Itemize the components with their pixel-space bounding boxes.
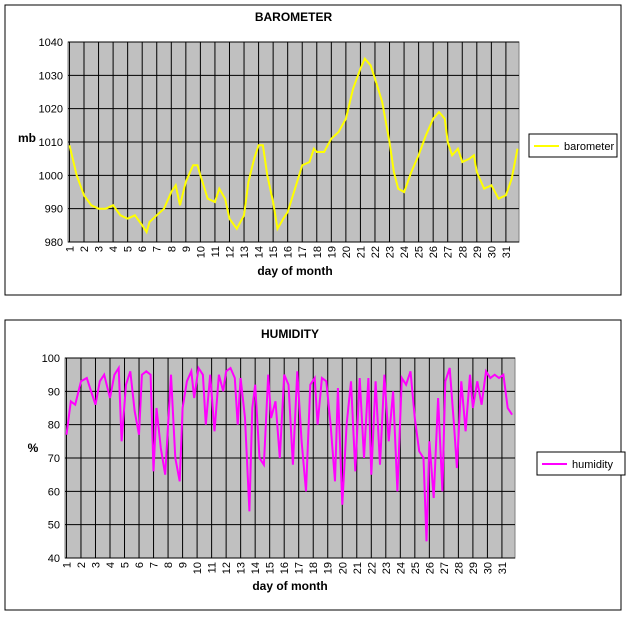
x-tick-label: 12 <box>221 562 233 574</box>
x-tick-label: 17 <box>297 246 309 258</box>
x-tick-label: 24 <box>395 562 407 574</box>
y-tick-label: 80 <box>48 420 60 432</box>
x-tick-label: 27 <box>443 246 455 258</box>
x-tick-label: 28 <box>457 246 469 258</box>
x-tick-label: 21 <box>355 246 367 258</box>
x-tick-label: 31 <box>497 562 509 574</box>
x-tick-label: 8 <box>163 562 175 568</box>
x-axis-label: day of month <box>257 264 332 278</box>
x-tick-label: 13 <box>239 246 251 258</box>
x-tick-label: 14 <box>250 562 262 574</box>
x-tick-label: 26 <box>428 246 440 258</box>
x-tick-label: 6 <box>137 246 149 252</box>
x-tick-label: 28 <box>453 562 465 574</box>
x-tick-label: 18 <box>312 246 324 258</box>
x-tick-label: 1 <box>61 562 73 568</box>
x-tick-label: 11 <box>210 246 222 257</box>
x-tick-label: 3 <box>94 246 106 252</box>
x-tick-label: 19 <box>323 562 335 574</box>
y-tick-label: 70 <box>48 453 60 465</box>
x-axis-label: day of month <box>252 579 327 593</box>
x-tick-label: 14 <box>254 246 266 258</box>
y-tick-label: 90 <box>48 386 60 398</box>
y-tick-label: 1010 <box>39 137 63 149</box>
x-tick-label: 12 <box>224 246 236 258</box>
x-tick-label: 20 <box>341 246 353 258</box>
chart-title: BAROMETER <box>255 10 333 24</box>
legend-box <box>536 451 626 476</box>
x-tick-label: 18 <box>308 562 320 574</box>
x-tick-label: 6 <box>134 562 146 568</box>
legend-box <box>528 133 618 158</box>
x-tick-label: 19 <box>326 246 338 258</box>
x-tick-label: 15 <box>265 562 277 574</box>
y-tick-label: 1000 <box>39 170 63 182</box>
y-tick-label: 40 <box>48 553 60 565</box>
x-tick-label: 31 <box>501 246 513 258</box>
x-tick-label: 22 <box>366 562 378 574</box>
x-tick-label: 27 <box>439 562 451 574</box>
x-tick-label: 23 <box>385 246 397 258</box>
x-tick-label: 2 <box>79 246 91 252</box>
x-tick-label: 4 <box>108 246 120 252</box>
x-tick-label: 1 <box>64 246 76 252</box>
x-tick-label: 15 <box>268 246 280 258</box>
x-tick-label: 10 <box>192 562 204 574</box>
x-tick-label: 16 <box>279 562 291 574</box>
y-axis-label: % <box>28 441 39 455</box>
y-tick-label: 990 <box>45 204 63 216</box>
x-tick-label: 17 <box>294 562 306 574</box>
x-tick-label: 13 <box>236 562 248 574</box>
x-tick-label: 25 <box>410 562 422 574</box>
chart-title: HUMIDITY <box>261 327 319 341</box>
x-tick-label: 23 <box>381 562 393 574</box>
x-tick-label: 30 <box>482 562 494 574</box>
x-tick-label: 4 <box>105 562 117 568</box>
x-tick-label: 24 <box>399 246 411 258</box>
x-tick-label: 16 <box>283 246 295 258</box>
x-tick-label: 5 <box>123 246 135 252</box>
x-tick-label: 3 <box>90 562 102 568</box>
data-line <box>65 364 513 542</box>
x-tick-label: 20 <box>337 562 349 574</box>
y-tick-label: 1020 <box>39 104 63 116</box>
x-tick-label: 11 <box>207 562 219 573</box>
x-tick-label: 9 <box>181 246 193 252</box>
y-tick-label: 1030 <box>39 70 63 82</box>
x-tick-label: 7 <box>152 246 164 252</box>
x-tick-label: 25 <box>414 246 426 258</box>
y-tick-label: 100 <box>42 353 60 365</box>
y-tick-label: 50 <box>48 520 60 532</box>
x-tick-label: 9 <box>178 562 190 568</box>
y-tick-label: 1040 <box>39 37 63 49</box>
x-tick-label: 22 <box>370 246 382 258</box>
x-tick-label: 26 <box>424 562 436 574</box>
legend-label: humidity <box>572 459 613 471</box>
y-tick-label: 60 <box>48 486 60 498</box>
y-axis-label: mb <box>18 131 36 145</box>
x-tick-label: 5 <box>120 562 132 568</box>
x-tick-label: 29 <box>468 562 480 574</box>
x-tick-label: 29 <box>472 246 484 258</box>
x-tick-label: 7 <box>149 562 161 568</box>
legend-label: barometer <box>564 141 614 153</box>
data-line <box>68 56 519 235</box>
x-tick-label: 8 <box>166 246 178 252</box>
x-tick-label: 30 <box>486 246 498 258</box>
y-tick-label: 980 <box>45 237 63 249</box>
x-tick-label: 2 <box>76 562 88 568</box>
x-tick-label: 21 <box>352 562 364 574</box>
x-tick-label: 10 <box>195 246 207 258</box>
